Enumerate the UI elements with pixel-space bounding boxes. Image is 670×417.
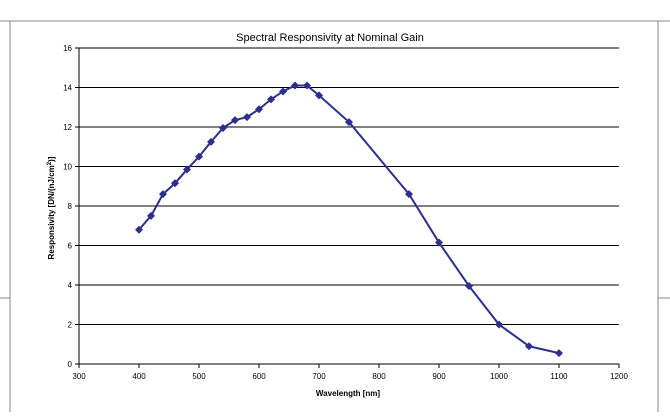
y-tick-label: 4 [68, 281, 73, 290]
y-tick-label: 12 [63, 123, 72, 132]
y-axis-label-main: Responsivity [DN/(nJ/cm [47, 165, 56, 259]
x-axis-label: Wavelength [nm] [316, 389, 380, 398]
y-tick-label: 16 [63, 44, 72, 53]
x-tick-label: 800 [372, 372, 386, 381]
y-axis-label-sup: 2 [47, 161, 53, 165]
data-point-marker [465, 281, 473, 290]
axes [75, 47, 620, 368]
data-point-marker [231, 116, 239, 125]
data-point-marker [159, 190, 167, 199]
data-point-marker [219, 123, 227, 132]
y-tick-label: 6 [68, 242, 73, 251]
data-point-marker [243, 113, 251, 122]
y-tick-label: 14 [63, 84, 72, 93]
data-point-marker [195, 152, 203, 161]
data-point-marker [555, 349, 563, 358]
y-tick-label: 2 [68, 321, 73, 330]
x-tick-label: 900 [432, 372, 446, 381]
x-tick-label: 600 [252, 372, 266, 381]
x-tick-label: 300 [72, 372, 86, 381]
x-tick-labels: 300 400 500 600 700 800 900 1000 1100 1200 [72, 372, 628, 381]
x-tick-label: 400 [132, 372, 146, 381]
chart-title: Spectral Responsivity at Nominal Gain [236, 32, 424, 44]
y-tick-label: 8 [68, 202, 73, 211]
x-tick-label: 700 [312, 372, 326, 381]
y-tick-labels: 0 2 4 6 8 10 12 14 16 [63, 44, 72, 369]
y-tick-label: 0 [68, 360, 73, 369]
data-point-marker [255, 105, 263, 114]
data-point-marker [291, 81, 299, 90]
data-point-marker [207, 137, 215, 146]
data-point-marker [183, 165, 191, 174]
y-axis-label-end: )] [47, 156, 56, 162]
data-point-marker [345, 118, 353, 127]
y-axis-label: Responsivity [DN/(nJ/cm2)] [47, 156, 56, 259]
x-tick-label: 500 [192, 372, 206, 381]
data-point-marker [279, 87, 287, 96]
data-point-marker [525, 342, 533, 351]
y-tick-label: 10 [63, 163, 72, 172]
x-tick-label: 1000 [490, 372, 508, 381]
data-point-marker [171, 179, 179, 188]
data-point-marker [267, 95, 275, 104]
data-point-marker [495, 320, 503, 329]
data-point-marker [135, 225, 143, 234]
data-point-marker [315, 91, 323, 100]
data-point-marker [147, 211, 155, 220]
data-point-marker [435, 238, 443, 247]
series-group [135, 81, 563, 358]
data-point-marker [405, 190, 413, 199]
x-tick-label: 1100 [550, 372, 568, 381]
x-tick-label: 1200 [610, 372, 628, 381]
gridlines [79, 47, 619, 325]
data-point-marker [303, 81, 311, 90]
